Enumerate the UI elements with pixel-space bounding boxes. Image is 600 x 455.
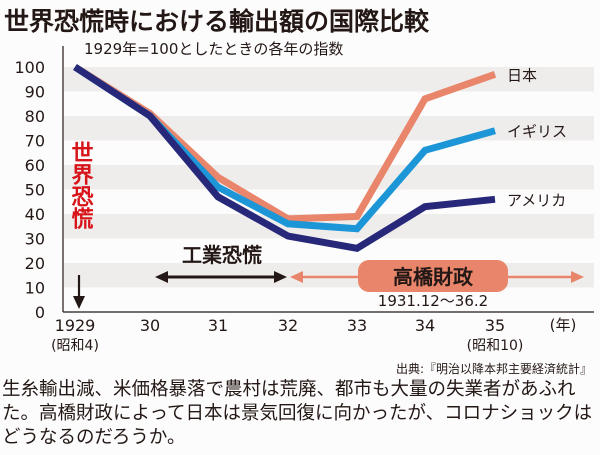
x-tick-label: 34 — [415, 316, 435, 335]
industrial-depression-annotation: 工業恐慌 — [155, 243, 287, 283]
series-label: アメリカ — [507, 191, 566, 209]
x-tick-label: 32 — [278, 316, 298, 335]
grid-band — [64, 165, 594, 190]
grid-band — [64, 263, 594, 288]
takahashi-label-box — [358, 260, 508, 292]
x-tick-label: 35 — [485, 316, 505, 335]
world-depression-annotation: 世界恐慌 — [68, 141, 94, 309]
grid-bands — [64, 67, 594, 288]
line-chart: 0 10 20 30 40 50 60 70 80 90 100 1929 (昭和4) 30 31 32 33… — [14, 46, 594, 354]
x-axis-ticks: 1929 (昭和4) 30 31 32 33 34 35 (昭和10) — [51, 316, 523, 354]
y-tick-label: 100 — [14, 58, 45, 77]
down-arrow-head-icon — [73, 296, 85, 309]
x-tick-label: 1929 — [55, 316, 96, 335]
y-tick-label: 30 — [25, 230, 45, 249]
takahashi-period: 1931.12〜36.2 — [378, 292, 488, 310]
x-sub-label: (昭和10) — [467, 338, 524, 354]
source-note: 出典:『明治以降本邦主要経済統計』 — [395, 362, 592, 376]
takahashi-annotation: 高橋財政 1931.12〜36.2 — [290, 260, 584, 310]
y-tick-label: 20 — [25, 254, 45, 273]
y-axis-ticks: 0 10 20 30 40 50 60 70 80 90 100 — [14, 58, 45, 322]
arrow-right-head-icon — [274, 271, 287, 283]
y-tick-label: 40 — [25, 205, 45, 224]
grid-band — [64, 67, 594, 92]
y-tick-label: 10 — [25, 279, 45, 298]
takahashi-label: 高橋財政 — [393, 265, 474, 289]
series-label: 日本 — [507, 66, 537, 84]
series-label: イギリス — [507, 123, 567, 141]
chart-subtitle: 1929年=100としたときの各年の指数 — [84, 40, 344, 58]
takahashi-arrow-right-icon — [571, 271, 584, 283]
chart-title: 世界恐慌時における輸出額の国際比較 — [4, 7, 430, 36]
y-tick-label: 0 — [35, 303, 45, 322]
industrial-depression-label: 工業恐慌 — [182, 243, 262, 267]
series-line-2 — [73, 64, 496, 252]
takahashi-arrow-left-icon — [290, 271, 303, 283]
y-tick-label: 60 — [25, 156, 45, 175]
y-tick-label: 90 — [25, 83, 45, 102]
x-sub-label: (昭和4) — [51, 338, 99, 354]
y-tick-label: 70 — [25, 132, 45, 151]
x-tick-label: 33 — [347, 316, 367, 335]
x-tick-label: 31 — [208, 316, 228, 335]
caption-text: 生糸輸出減、米価格暴落で農村は荒廃、都市も大量の失業者があふれた。高橋財政によっ… — [2, 379, 593, 448]
arrow-left-head-icon — [155, 271, 168, 283]
series-lines — [73, 64, 497, 252]
x-axis-unit-label: (年) — [550, 316, 577, 334]
world-depression-label: 世界恐慌 — [68, 141, 94, 230]
y-tick-label: 80 — [25, 107, 45, 126]
x-tick-label: 30 — [140, 316, 160, 335]
y-tick-label: 50 — [25, 181, 45, 200]
